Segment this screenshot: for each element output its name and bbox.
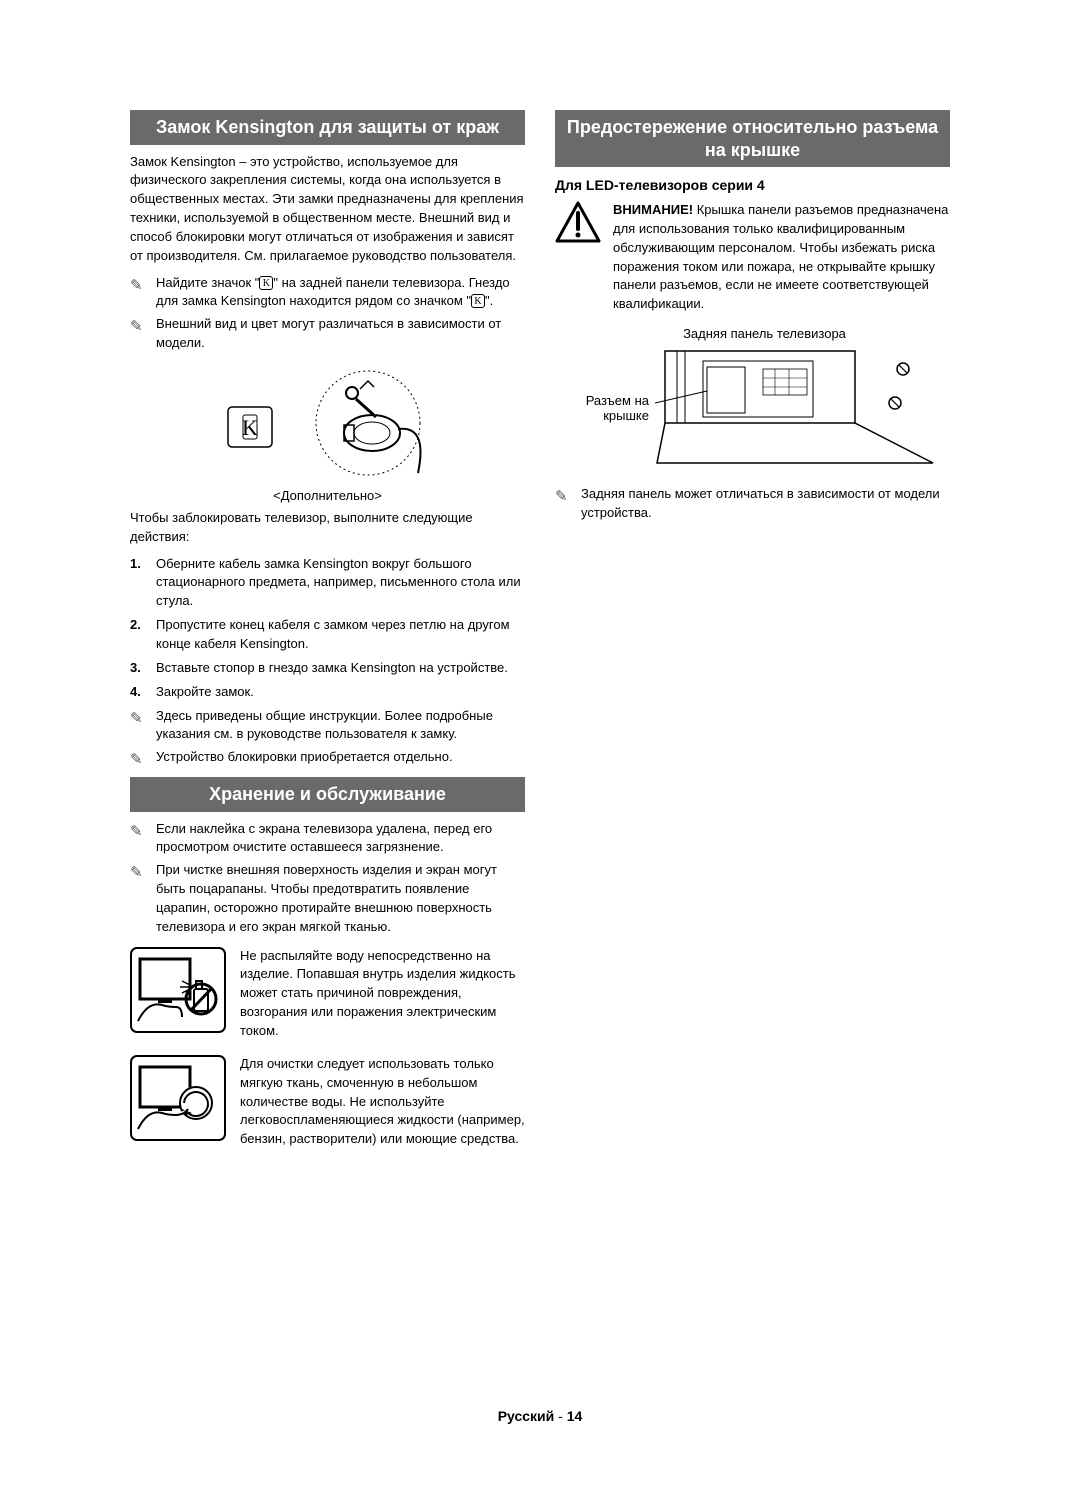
- caution-heading: Предостережение относительно разъема на …: [555, 110, 950, 167]
- steps-intro: Чтобы заблокировать телевизор, выполните…: [130, 509, 525, 547]
- note-icon: ✎: [130, 749, 150, 765]
- rear-panel-figure: Задняя панель телевизора Разъем на крышк…: [579, 326, 950, 473]
- series-subheading: Для LED-телевизоров серии 4: [555, 177, 950, 193]
- note-icon: ✎: [130, 708, 150, 724]
- kensington-heading: Замок Kensington для защиты от краж: [130, 110, 525, 145]
- note-text: Задняя панель может отличаться в зависим…: [581, 486, 940, 520]
- step-item: Оберните кабель замка Kensington вокруг …: [130, 555, 525, 612]
- kensington-steps: Оберните кабель замка Kensington вокруг …: [130, 555, 525, 702]
- note-item: ✎ Внешний вид и цвет могут различаться в…: [130, 315, 525, 353]
- note-icon: ✎: [130, 862, 150, 878]
- kensington-figure: K: [130, 359, 525, 484]
- step-item: Пропустите конец кабеля с замком через п…: [130, 616, 525, 654]
- note-item: ✎ Задняя панель может отличаться в завис…: [555, 485, 950, 523]
- note-item: ✎ Если наклейка с экрана телевизора удал…: [130, 820, 525, 858]
- care-spray-figure: [130, 947, 226, 1038]
- manual-page: Замок Kensington для защиты от краж Замо…: [0, 0, 1080, 1494]
- k-icon: K: [471, 294, 485, 308]
- rear-panel-svg: [655, 343, 935, 473]
- care-cloth-text: Для очистки следует использовать только …: [240, 1055, 525, 1149]
- step-item: Вставьте стопор в гнездо замка Kensingto…: [130, 659, 525, 678]
- rear-left-label-2: крышке: [579, 408, 649, 423]
- note-icon: ✎: [130, 275, 150, 291]
- rear-top-label: Задняя панель телевизора: [579, 326, 950, 341]
- footer-sep: -: [554, 1408, 566, 1424]
- care-row-cloth: Для очистки следует использовать только …: [130, 1055, 525, 1149]
- step-item: Закройте замок.: [130, 683, 525, 702]
- warning-text: ВНИМАНИЕ! Крышка панели разъемов предназ…: [613, 201, 950, 314]
- kensington-after-notes: ✎ Здесь приведены общие инструкции. Боле…: [130, 707, 525, 768]
- note-icon: ✎: [555, 486, 575, 502]
- page-footer: Русский - 14: [0, 1408, 1080, 1424]
- note-text: Здесь приведены общие инструкции. Более …: [156, 708, 493, 742]
- note-item: ✎ Устройство блокировки приобретается от…: [130, 748, 525, 767]
- rear-note-list: ✎ Задняя панель может отличаться в завис…: [555, 485, 950, 523]
- note-text: Устройство блокировки приобретается отде…: [156, 749, 453, 764]
- k-icon: K: [259, 276, 273, 290]
- note-text: Найдите значок "K" на задней панели теле…: [156, 275, 510, 309]
- care-spray-text: Не распыляйте воду непосредственно на из…: [240, 947, 525, 1041]
- warning-body: Крышка панели разъемов предназначена для…: [613, 202, 948, 311]
- kensington-notes: ✎ Найдите значок "K" на задней панели те…: [130, 274, 525, 353]
- warning-row: ВНИМАНИЕ! Крышка панели разъемов предназ…: [555, 201, 950, 314]
- note-item: ✎ Здесь приведены общие инструкции. Боле…: [130, 707, 525, 745]
- footer-language: Русский: [498, 1408, 555, 1424]
- svg-text:K: K: [242, 415, 258, 440]
- kensington-intro: Замок Kensington – это устройство, испол…: [130, 153, 525, 266]
- note-icon: ✎: [130, 821, 150, 837]
- note-text: Если наклейка с экрана телевизора удален…: [156, 821, 492, 855]
- warning-label: ВНИМАНИЕ!: [613, 202, 693, 217]
- storage-heading: Хранение и обслуживание: [130, 777, 525, 812]
- note-text: Внешний вид и цвет могут различаться в з…: [156, 316, 501, 350]
- warning-triangle-icon: [555, 201, 601, 248]
- two-column-layout: Замок Kensington для защиты от краж Замо…: [130, 110, 950, 1163]
- note-text: При чистке внешняя поверхность изделия и…: [156, 862, 497, 934]
- care-cloth-figure: [130, 1055, 226, 1146]
- note-item: ✎ Найдите значок "K" на задней панели те…: [130, 274, 525, 312]
- rear-left-label-1: Разъем на: [579, 393, 649, 408]
- note-icon: ✎: [130, 316, 150, 332]
- storage-notes: ✎ Если наклейка с экрана телевизора удал…: [130, 820, 525, 937]
- note-item: ✎ При чистке внешняя поверхность изделия…: [130, 861, 525, 936]
- kensington-caption: <Дополнительно>: [130, 488, 525, 503]
- care-row-spray: Не распыляйте воду непосредственно на из…: [130, 947, 525, 1041]
- left-column: Замок Kensington для защиты от краж Замо…: [130, 110, 525, 1163]
- right-column: Предостережение относительно разъема на …: [555, 110, 950, 1163]
- footer-page-number: 14: [567, 1408, 583, 1424]
